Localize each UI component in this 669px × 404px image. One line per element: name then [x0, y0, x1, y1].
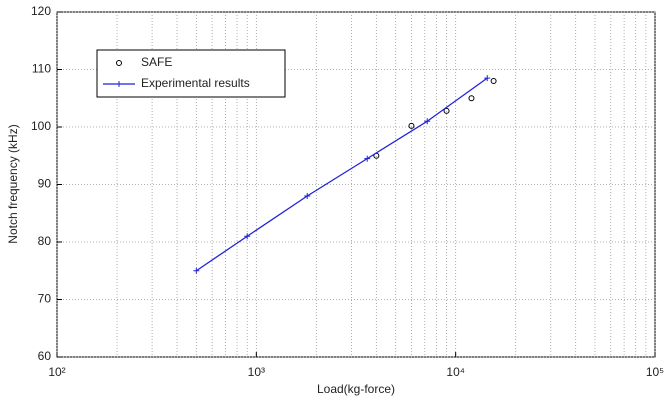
x-axis-label: Load(kg-force): [317, 382, 395, 396]
legend-marker: [116, 60, 122, 66]
x-tick-label: 10²: [48, 365, 65, 379]
point: [468, 95, 475, 102]
y-tick-label: 70: [38, 292, 52, 306]
legend-label: SAFE: [141, 55, 172, 69]
y-axis-label: Notch frequency (kHz): [6, 124, 20, 243]
legend-box: [96, 49, 286, 98]
point: [304, 193, 311, 199]
point: [424, 118, 431, 125]
point: [443, 107, 450, 114]
point: [193, 267, 200, 274]
y-tick-label: 60: [38, 349, 52, 363]
y-tick-label: 110: [32, 62, 51, 76]
point: [244, 233, 251, 240]
point: [364, 155, 371, 162]
series-line: [195, 77, 488, 272]
point: [490, 78, 497, 84]
legend-label: Experimental results: [141, 76, 250, 90]
legend-marker: [116, 81, 122, 87]
x-tick-label: 10⁵: [646, 365, 664, 379]
y-tick-label: 80: [38, 234, 52, 248]
x-tick-label: 10⁴: [446, 365, 465, 379]
point: [408, 122, 415, 129]
y-tick-label: 90: [38, 177, 52, 191]
x-tick-label: 10³: [248, 365, 265, 379]
point: [484, 75, 491, 82]
y-tick-label: 100: [31, 119, 51, 133]
y-tick-label: 120: [31, 4, 51, 18]
